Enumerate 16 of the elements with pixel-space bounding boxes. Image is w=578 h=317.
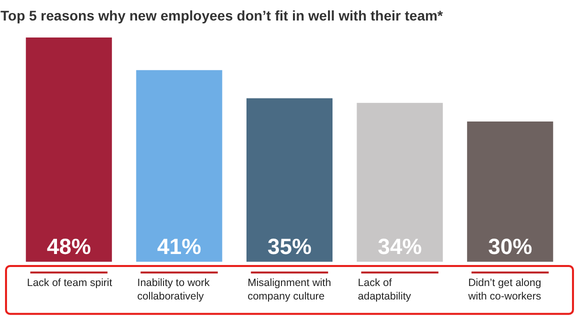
chart-title: Top 5 reasons why new employees don’t fit in well with their team*: [0, 8, 444, 24]
data-label: 35%: [267, 234, 312, 259]
bar: [356, 102, 443, 262]
bar: [467, 122, 554, 262]
bar: [136, 70, 222, 262]
x-tick-label: Didn’t get along with co-workers: [467, 276, 542, 303]
x-tick-label: Inability to work collaboratively: [137, 276, 210, 303]
x-tick-label: Misalignment with company culture: [248, 276, 332, 303]
bar: [246, 98, 333, 262]
data-label: 48%: [46, 234, 91, 259]
bar: [26, 37, 112, 262]
x-tick-label: Lack of team spirit: [26, 276, 112, 289]
data-label: 30%: [488, 234, 532, 259]
data-label: 34%: [378, 234, 422, 259]
data-label: 41%: [157, 234, 202, 259]
x-tick-label: Lack of adaptability: [358, 276, 412, 303]
